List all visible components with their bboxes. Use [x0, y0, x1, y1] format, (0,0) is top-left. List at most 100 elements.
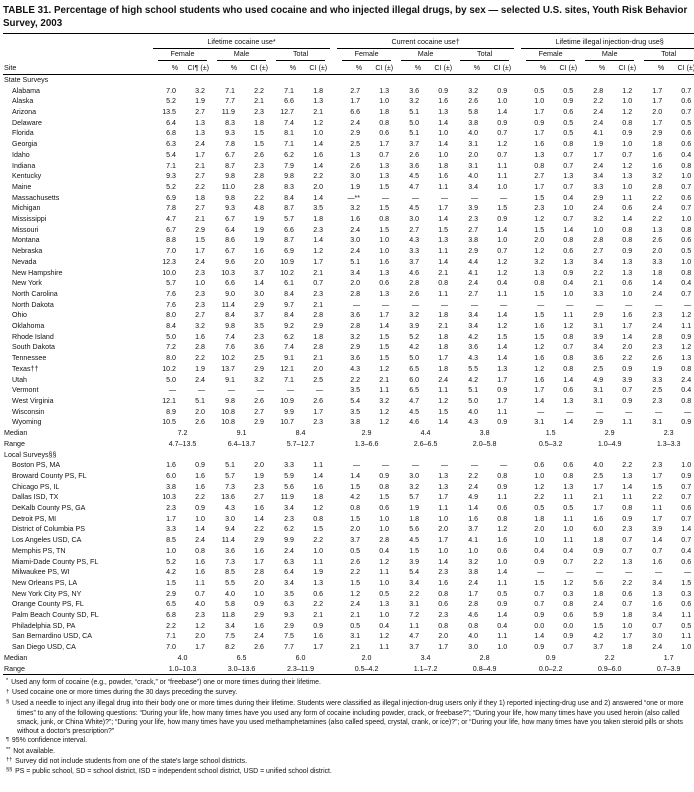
- value-cell: 1.5: [350, 514, 361, 523]
- value-cell: 13.5: [162, 108, 176, 116]
- value-cell: 2.9: [652, 129, 663, 138]
- value-cell: 2.6: [652, 236, 663, 245]
- median-value: 4.0: [177, 653, 188, 662]
- value-cell: 6.4: [225, 225, 235, 234]
- column-spacer: [514, 310, 521, 321]
- site-cell: Nebraska: [12, 247, 43, 256]
- value-cell: 0.9: [622, 396, 633, 405]
- site-cell: Dallas ISD, TX: [12, 493, 59, 502]
- value-cell: 4.3: [468, 418, 479, 427]
- value-cell: 0.7: [534, 589, 545, 598]
- column-spacer: [330, 60, 338, 75]
- value-cell: 3.8: [166, 482, 176, 491]
- value-cell: 1.7: [379, 140, 390, 149]
- value-cell: 1.4: [652, 536, 663, 545]
- value-cell: 8.5: [166, 536, 176, 545]
- value-cell: 1.7: [652, 86, 663, 95]
- value-cell: 1.0: [313, 129, 324, 138]
- ci-header: CI (±): [244, 60, 271, 75]
- pct-header: %: [639, 60, 672, 75]
- value-cell: 0.9: [195, 504, 205, 513]
- value-cell: —: [411, 461, 420, 470]
- value-cell: 2.0: [254, 461, 264, 470]
- value-cell: 1.2: [681, 343, 692, 352]
- value-cell: 8.0: [166, 311, 176, 320]
- value-cell: 1.6: [195, 557, 205, 566]
- column-spacer: [330, 128, 337, 139]
- value-cell: 1.2: [534, 343, 545, 352]
- value-cell: 1.6: [652, 600, 663, 609]
- value-cell: 0.4: [534, 546, 545, 555]
- value-cell: 2.2: [254, 525, 264, 534]
- value-cell: 1.5: [681, 578, 692, 587]
- value-cell: 2.3: [652, 461, 663, 470]
- column-spacer: [514, 342, 521, 353]
- value-cell: 5.1: [195, 396, 205, 405]
- value-cell: 1.7: [195, 643, 205, 652]
- table-row: Missouri 6.7 2.9 6.4 1.9 6.6 2.3 2.4 1.5 2.7 1.5 2.…: [3, 225, 694, 236]
- value-cell: 2.4: [652, 643, 663, 652]
- column-spacer: [514, 257, 521, 268]
- value-cell: 1.0: [438, 129, 449, 138]
- value-cell: 1.2: [497, 268, 508, 277]
- value-cell: 5.8: [468, 108, 479, 116]
- value-cell: 1.6: [313, 482, 324, 491]
- value-cell: 0.7: [497, 247, 508, 256]
- ci-header: CI (±): [303, 60, 331, 75]
- value-cell: 2.3: [254, 482, 264, 491]
- value-cell: 1.5: [379, 493, 390, 502]
- value-cell: 3.1: [468, 161, 479, 170]
- value-cell: 1.7: [652, 97, 663, 106]
- value-cell: 6.5: [166, 600, 176, 609]
- value-cell: 1.4: [497, 108, 508, 116]
- value-cell: 2.0: [438, 525, 449, 534]
- table-row: North Carolina 7.6 2.3 9.0 3.0 8.4 2.3 2.8 1.3 2.…: [3, 289, 694, 300]
- section-label: Local Surveys§§: [4, 450, 57, 459]
- section-label: State Surveys: [4, 75, 49, 84]
- value-cell: 1.0: [681, 461, 692, 470]
- column-spacer: [330, 310, 337, 321]
- value-cell: 1.2: [497, 140, 508, 149]
- value-cell: 5.4: [409, 568, 420, 577]
- value-cell: 4.4: [468, 257, 479, 266]
- value-cell: 2.4: [195, 536, 205, 545]
- value-cell: 1.0: [681, 172, 692, 181]
- value-cell: 1.5: [497, 204, 508, 213]
- value-cell: 5.5: [468, 364, 479, 373]
- value-cell: 2.4: [254, 632, 264, 641]
- site-cell: New Hampshire: [12, 268, 63, 277]
- value-cell: 2.1: [313, 300, 324, 309]
- value-cell: 0.5: [350, 546, 361, 555]
- column-spacer: [330, 492, 337, 503]
- column-spacer: [514, 503, 521, 514]
- value-cell: 2.7: [195, 172, 205, 181]
- value-cell: 1.2: [622, 161, 633, 170]
- value-cell: 1.8: [438, 161, 449, 170]
- footnote-marker: §: [6, 698, 10, 705]
- value-cell: 0.6: [681, 129, 692, 138]
- table-row: South Dakota 7.2 2.8 7.6 3.6 7.4 2.8 2.9 1.5 4.2 1…: [3, 342, 694, 353]
- table-row: Ohio 8.0 2.7 8.4 3.7 8.4 2.8 3.6 1.7 3.2 1.8 3.4 1.4…: [3, 310, 694, 321]
- value-cell: 1.0: [195, 514, 205, 523]
- value-cell: 1.1: [497, 578, 508, 587]
- data-table: Lifetime cocaine use* Current cocaine us…: [3, 33, 694, 676]
- value-cell: 4.0: [468, 632, 479, 641]
- value-cell: 0.9: [593, 546, 604, 555]
- value-cell: 1.6: [438, 172, 449, 181]
- value-cell: 5.9: [284, 471, 294, 480]
- value-cell: 2.8: [652, 182, 663, 191]
- value-cell: 5.2: [409, 332, 420, 341]
- value-cell: 1.3: [438, 108, 449, 116]
- value-cell: 7.6: [166, 289, 176, 298]
- table-row: West Virginia 12.1 5.1 9.8 2.6 10.9 2.6 5.4 3.2 4…: [3, 396, 694, 407]
- column-spacer: [514, 482, 521, 493]
- value-cell: 6.7: [225, 150, 235, 159]
- value-cell: 2.8: [379, 536, 390, 545]
- value-cell: 8.3: [284, 182, 294, 191]
- column-spacer: [514, 631, 521, 642]
- value-cell: 3.7: [350, 536, 361, 545]
- value-cell: 2.4: [350, 118, 361, 127]
- column-spacer: [514, 385, 521, 396]
- table-row: Wisconsin 8.9 2.0 10.8 2.7 9.9 1.7 3.5 1.2 4.5 1.5…: [3, 407, 694, 418]
- value-cell: 4.2: [409, 343, 420, 352]
